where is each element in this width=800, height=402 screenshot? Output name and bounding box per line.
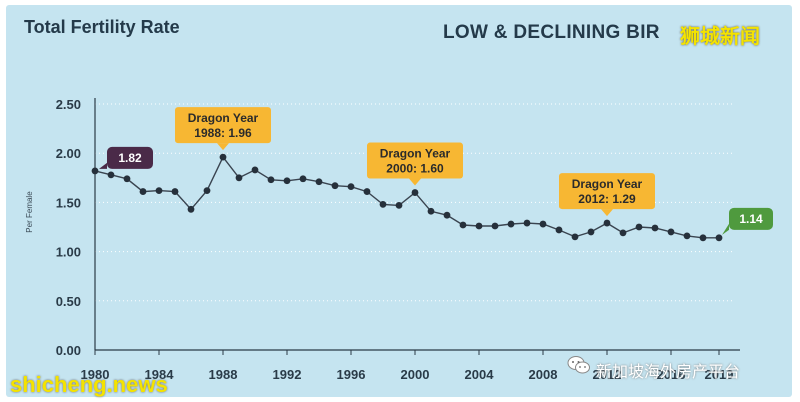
x-tick-label: 2008 <box>529 367 558 382</box>
x-tick-label: 2016 <box>657 367 686 382</box>
annotation-value: 2012: 1.29 <box>578 192 636 206</box>
data-point <box>491 222 499 230</box>
annotation-box <box>367 142 463 179</box>
data-point <box>635 223 643 231</box>
data-point <box>619 229 627 237</box>
badge-label: 1.82 <box>118 151 142 165</box>
x-tick-label: 2019 <box>705 367 734 382</box>
y-tick-label: 1.50 <box>56 195 81 210</box>
data-point <box>555 226 563 234</box>
y-tick-label: 2.00 <box>56 146 81 161</box>
badge-pointer <box>722 223 729 235</box>
data-point <box>603 219 611 227</box>
annotation-box <box>175 107 271 144</box>
x-tick-label: 2000 <box>401 367 430 382</box>
wechat-icon <box>567 356 590 374</box>
data-point <box>395 201 403 209</box>
data-point <box>363 188 371 195</box>
watermark-bottom-left: shicheng.news <box>10 372 168 397</box>
data-point <box>587 228 595 236</box>
data-point <box>283 177 291 185</box>
data-point <box>571 233 579 241</box>
data-point <box>315 178 323 186</box>
data-point <box>667 228 675 236</box>
data-point <box>459 221 467 229</box>
data-point <box>715 234 723 242</box>
data-point <box>411 189 419 196</box>
y-tick-label: 2.50 <box>56 97 81 112</box>
y-tick-label: 0.00 <box>56 343 81 358</box>
annotation-value: 2000: 1.60 <box>386 162 444 176</box>
annotation-box <box>559 173 655 210</box>
chart-subtitle: LOW & DECLINING BIR <box>443 22 660 43</box>
annotation-label: Dragon Year <box>572 177 643 191</box>
data-point <box>379 200 387 208</box>
x-tick-label: 1992 <box>273 367 302 382</box>
data-point <box>443 211 451 219</box>
annotation-pointer <box>217 143 229 151</box>
data-point <box>139 188 147 195</box>
data-point <box>267 176 275 184</box>
badge-box <box>107 146 153 169</box>
data-point <box>507 220 515 228</box>
annotation-pointer <box>601 209 613 217</box>
x-tick-label: 1980 <box>81 367 110 382</box>
annotation-value: 1988: 1.96 <box>194 126 252 140</box>
data-point <box>699 234 707 242</box>
chart-panel <box>6 5 792 397</box>
data-point <box>219 153 227 161</box>
series-line <box>94 155 719 239</box>
watermark-top: 狮城新闻 <box>680 26 760 48</box>
end-value-badge: 1.14 <box>722 207 773 235</box>
data-point <box>203 187 211 194</box>
data-point <box>331 182 339 190</box>
x-tick-label: 1996 <box>337 367 366 382</box>
y-axis-label: Per Female <box>25 191 34 233</box>
x-tick-label: 1984 <box>145 367 175 382</box>
data-point <box>155 187 163 194</box>
annotation-label: Dragon Year <box>188 111 259 125</box>
data-point <box>683 232 691 240</box>
y-tick-label: 1.00 <box>56 245 81 260</box>
data-point <box>299 175 307 183</box>
data-point <box>251 166 259 174</box>
data-point <box>91 167 99 175</box>
start-value-badge: 1.82 <box>99 146 153 169</box>
data-point <box>539 220 547 228</box>
data-point <box>475 222 483 230</box>
y-tick-label: 0.50 <box>56 294 81 309</box>
x-tick-label: 2004 <box>465 367 495 382</box>
data-point <box>523 219 531 227</box>
x-tick-label: 2012 <box>593 367 622 382</box>
data-point <box>107 171 115 179</box>
badge-box <box>729 207 773 230</box>
chart-title: Total Fertility Rate <box>24 17 180 37</box>
annotation-pointer <box>409 178 421 186</box>
data-point <box>347 183 355 191</box>
data-point <box>187 205 195 213</box>
data-point <box>123 175 131 183</box>
badge-label: 1.14 <box>739 212 763 226</box>
data-point <box>651 224 659 232</box>
badge-pointer <box>99 162 107 169</box>
data-point <box>171 188 179 195</box>
data-point <box>235 174 243 182</box>
data-point <box>427 207 435 215</box>
x-tick-label: 1988 <box>209 367 238 382</box>
annotation-label: Dragon Year <box>380 147 451 161</box>
watermark-bottom-right: 新加坡海外房产平台 <box>596 364 741 381</box>
